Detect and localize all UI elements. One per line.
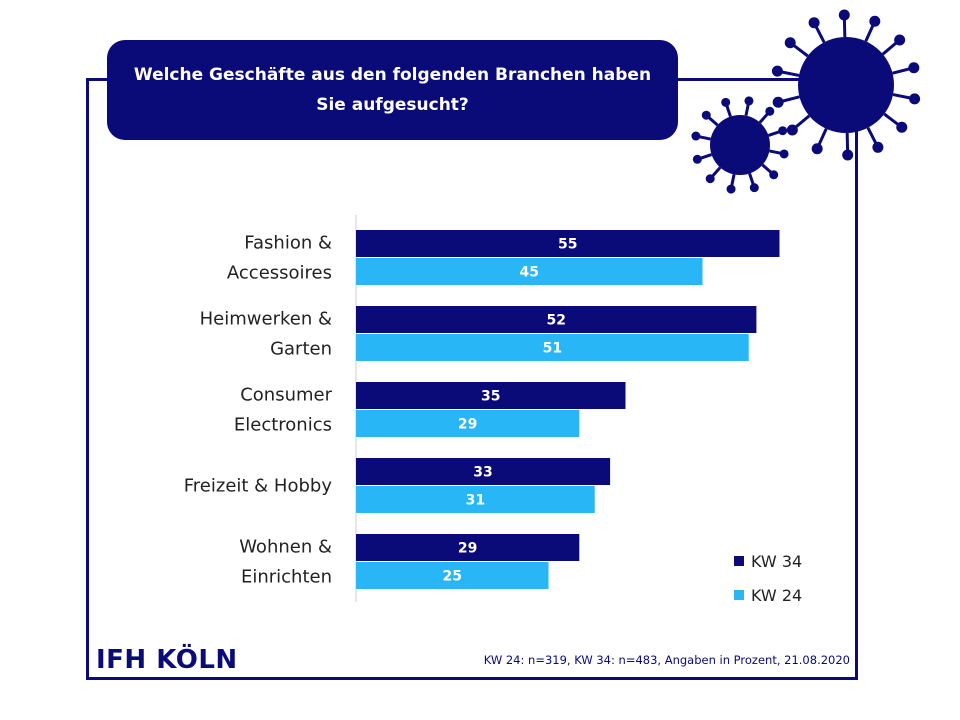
bar-kw24-2 <box>356 410 580 437</box>
bar-kw24-3 <box>356 486 595 513</box>
data-label-kw34-4: 29 <box>458 541 477 557</box>
category-label-2-1: Electronics <box>234 415 332 436</box>
legend-swatch-kw34 <box>734 556 744 566</box>
category-label-0-0: Fashion & <box>244 233 332 254</box>
legend-label-kw34: KW 34 <box>751 552 802 571</box>
bar-kw34-0 <box>356 230 780 257</box>
data-label-kw34-3: 33 <box>473 465 492 481</box>
bar-kw34-4 <box>356 534 580 561</box>
virus-icon-large <box>771 9 921 161</box>
ifh-koeln-logo: IFH KÖLN <box>96 645 238 675</box>
bar-kw34-2 <box>356 382 626 409</box>
category-label-1-1: Garten <box>270 339 332 360</box>
category-label-3-0: Freizeit & Hobby <box>184 476 333 497</box>
bar-kw34-1 <box>356 306 757 333</box>
chart-title: Welche Geschäfte aus den folgenden Branc… <box>107 40 678 140</box>
bar-kw24-0 <box>356 258 703 285</box>
bar-kw34-3 <box>356 458 611 485</box>
data-label-kw24-2: 29 <box>458 417 477 433</box>
category-label-2-0: Consumer <box>240 385 332 406</box>
category-labels: Fashion & Accessoires Heimwerken & Garten Co… <box>184 233 333 588</box>
title-line-2: Sie aufgesucht? <box>316 95 469 115</box>
data-label-kw34-1: 52 <box>546 313 565 329</box>
data-label-kw24-4: 25 <box>443 569 462 585</box>
data-label-kw34-2: 35 <box>481 389 500 405</box>
data-label-kw24-1: 51 <box>543 341 562 357</box>
legend: KW 34 KW 24 <box>734 552 802 605</box>
data-label-kw24-0: 45 <box>520 265 539 281</box>
category-label-4-1: Einrichten <box>241 567 332 588</box>
category-label-0-1: Accessoires <box>227 263 332 284</box>
category-label-4-0: Wohnen & <box>239 537 332 558</box>
legend-label-kw24: KW 24 <box>751 586 802 605</box>
data-label-kw34-0: 55 <box>558 237 577 253</box>
bar-kw24-1 <box>356 334 749 361</box>
legend-swatch-kw24 <box>734 590 744 600</box>
title-line-1: Welche Geschäfte aus den folgenden Branc… <box>133 65 652 85</box>
data-label-kw24-3: 31 <box>466 493 485 509</box>
bar-kw24-4 <box>356 562 549 589</box>
virus-icon-small <box>691 96 789 194</box>
category-label-1-0: Heimwerken & <box>200 309 332 330</box>
footnote: KW 24: n=319, KW 34: n=483, Angaben in P… <box>483 653 850 667</box>
